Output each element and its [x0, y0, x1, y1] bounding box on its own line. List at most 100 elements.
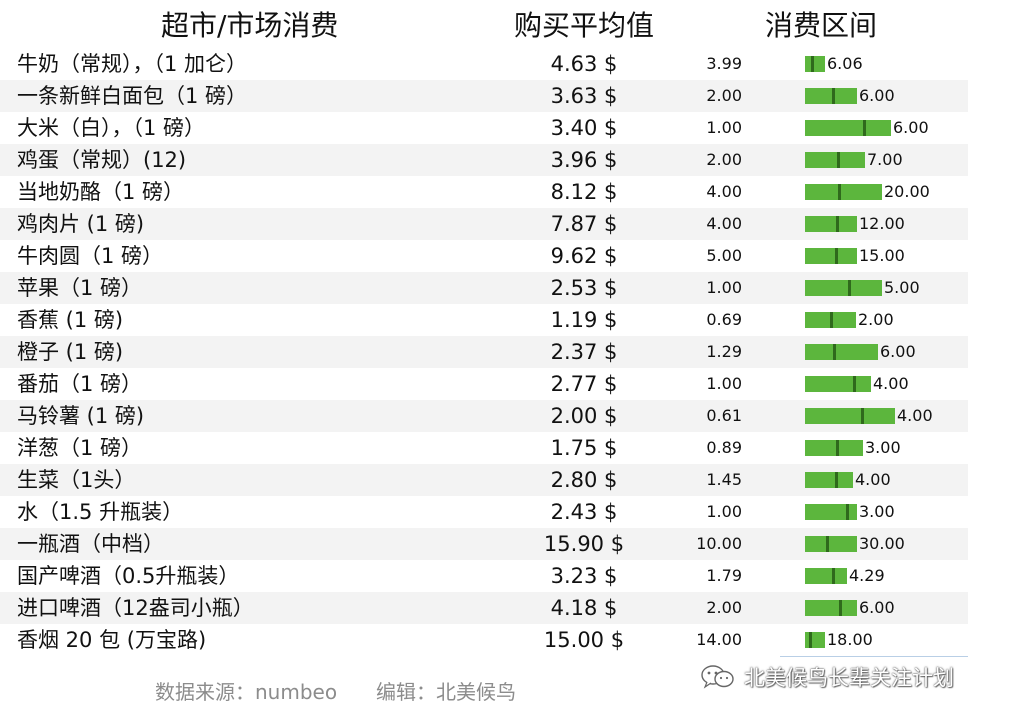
- average-marker: [863, 120, 866, 136]
- range-bar: [805, 344, 878, 360]
- average-marker: [830, 312, 833, 328]
- range-max-label: 2.00: [858, 310, 894, 329]
- average-price: 8.12 $: [550, 180, 618, 204]
- average-marker: [861, 408, 864, 424]
- range-bar: [805, 440, 863, 456]
- range-max-label: 6.00: [893, 118, 929, 137]
- average-price: 7.87 $: [550, 212, 618, 236]
- table-row: 牛奶（常规），（1 加仑） 4.63 $ 3.99 6.06: [0, 48, 968, 80]
- divider-line: [780, 656, 968, 657]
- range-bar: [805, 568, 847, 584]
- average-marker: [826, 536, 829, 552]
- range-bar: [805, 216, 857, 232]
- table-row: 大米（白），（1 磅） 3.40 $ 1.00 6.00: [0, 112, 968, 144]
- range-max-label: 30.00: [859, 534, 905, 553]
- range-bar: [805, 472, 853, 488]
- average-price: 3.96 $: [550, 148, 618, 172]
- range-min-label: 1.29: [706, 342, 742, 361]
- average-price: 3.23 $: [550, 564, 618, 588]
- range-min-label: 0.61: [706, 406, 742, 425]
- average-price: 3.40 $: [550, 116, 618, 140]
- price-range: 5.00 15.00: [640, 240, 968, 272]
- item-name: 番茄（1 磅）: [17, 372, 143, 396]
- range-max-label: 3.00: [865, 438, 901, 457]
- average-price: 9.62 $: [550, 244, 618, 268]
- item-name: 橙子 (1 磅): [17, 340, 124, 364]
- average-price: 2.77 $: [550, 372, 618, 396]
- price-range: 3.99 6.06: [640, 48, 968, 80]
- table-header: 超市/市场消费 购买平均值 消费区间: [0, 0, 1030, 48]
- table-row: 苹果（1 磅） 2.53 $ 1.00 5.00: [0, 272, 968, 304]
- range-bar: [805, 408, 895, 424]
- range-bar: [805, 280, 882, 296]
- price-range: 14.00 18.00: [640, 624, 968, 656]
- item-column-header: 超市/市场消费: [161, 9, 339, 42]
- range-max-label: 7.00: [867, 150, 903, 169]
- price-range: 2.00 7.00: [640, 144, 968, 176]
- item-name: 国产啤酒（0.5升瓶装）: [17, 564, 240, 588]
- range-min-label: 1.45: [706, 470, 742, 489]
- average-marker: [836, 440, 839, 456]
- price-range: 4.00 20.00: [640, 176, 968, 208]
- average-price: 1.75 $: [550, 436, 618, 460]
- price-range: 1.00 4.00: [640, 368, 968, 400]
- range-bar: [805, 88, 857, 104]
- average-price: 15.00 $: [543, 628, 625, 652]
- range-max-label: 6.00: [859, 598, 895, 617]
- average-price: 2.00 $: [550, 404, 618, 428]
- range-min-label: 14.00: [696, 630, 742, 649]
- average-price: 2.43 $: [550, 500, 618, 524]
- range-bar: [805, 120, 891, 136]
- range-max-label: 20.00: [884, 182, 930, 201]
- range-min-label: 1.00: [706, 374, 742, 393]
- range-bar: [805, 376, 871, 392]
- range-min-label: 0.69: [706, 310, 742, 329]
- item-name: 洋葱（1 磅）: [17, 436, 143, 460]
- table-row: 生菜（1头） 2.80 $ 1.45 4.00: [0, 464, 968, 496]
- average-price: 2.53 $: [550, 276, 618, 300]
- average-marker: [853, 376, 856, 392]
- table-row: 国产啤酒（0.5升瓶装） 3.23 $ 1.79 4.29: [0, 560, 968, 592]
- item-name: 当地奶酪（1 磅）: [17, 180, 185, 204]
- average-marker: [832, 88, 835, 104]
- average-price: 15.90 $: [543, 532, 625, 556]
- range-max-label: 6.06: [827, 54, 863, 73]
- range-max-label: 15.00: [859, 246, 905, 265]
- price-range: 4.00 12.00: [640, 208, 968, 240]
- item-name: 香烟 20 包 (万宝路): [17, 628, 207, 652]
- average-column-header: 购买平均值: [513, 9, 654, 42]
- wechat-icon: [700, 664, 736, 690]
- price-range: 1.79 4.29: [640, 560, 968, 592]
- item-name: 生菜（1头）: [17, 468, 136, 492]
- range-max-label: 18.00: [827, 630, 873, 649]
- range-bar: [805, 536, 857, 552]
- range-min-label: 3.99: [706, 54, 742, 73]
- average-price: 3.63 $: [550, 84, 618, 108]
- price-range: 2.00 6.00: [640, 80, 968, 112]
- price-range: 1.29 6.00: [640, 336, 968, 368]
- editor-label: 编辑：北美候鸟: [376, 680, 516, 704]
- range-min-label: 5.00: [706, 246, 742, 265]
- range-max-label: 3.00: [859, 502, 895, 521]
- data-source-label: 数据来源：numbeo: [155, 680, 338, 704]
- price-range: 1.45 4.00: [640, 464, 968, 496]
- range-max-label: 5.00: [884, 278, 920, 297]
- range-bar: [805, 600, 857, 616]
- watermark: 北美候鸟长辈关注计划: [700, 664, 954, 690]
- table-row: 牛肉圆（1 磅） 9.62 $ 5.00 15.00: [0, 240, 968, 272]
- table-row: 鸡蛋（常规）(12) 3.96 $ 2.00 7.00: [0, 144, 968, 176]
- item-name: 进口啤酒（12盎司小瓶）: [17, 596, 254, 620]
- range-max-label: 6.00: [859, 86, 895, 105]
- range-min-label: 4.00: [706, 214, 742, 233]
- average-marker: [833, 344, 836, 360]
- price-range: 1.00 5.00: [640, 272, 968, 304]
- table-row: 进口啤酒（12盎司小瓶） 4.18 $ 2.00 6.00: [0, 592, 968, 624]
- range-min-label: 1.00: [706, 278, 742, 297]
- price-range: 2.00 6.00: [640, 592, 968, 624]
- range-bar: [805, 632, 825, 648]
- range-bar: [805, 56, 825, 72]
- item-name: 一瓶酒（中档）: [17, 532, 164, 556]
- average-marker: [846, 504, 849, 520]
- range-min-label: 1.00: [706, 502, 742, 521]
- table-row: 香蕉 (1 磅) 1.19 $ 0.69 2.00: [0, 304, 968, 336]
